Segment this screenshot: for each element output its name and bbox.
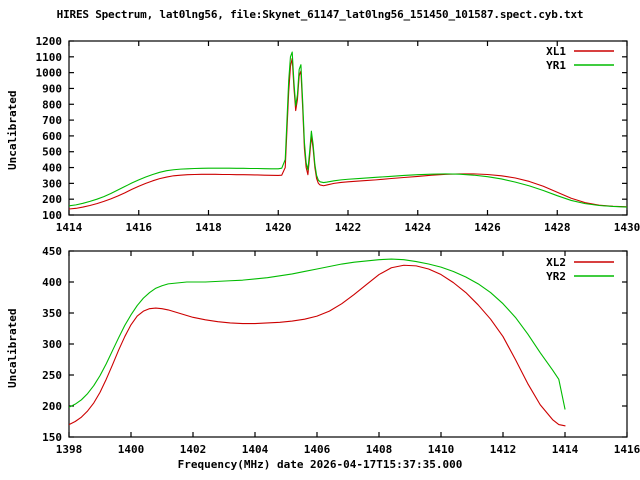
y-tick-label: 300	[42, 338, 62, 351]
y-tick-label: 400	[42, 162, 62, 175]
legend-label-yr2: YR2	[546, 270, 566, 283]
y-tick-label: 600	[42, 130, 62, 143]
series-line-yr1	[69, 51, 627, 208]
legend-label-xl1: XL1	[546, 45, 566, 58]
x-tick-label: 1424	[405, 221, 432, 234]
x-tick-label: 1422	[335, 221, 362, 234]
x-tick-label: 1430	[614, 221, 640, 234]
x-tick-label: 1404	[242, 443, 269, 456]
x-tick-label: 1400	[118, 443, 145, 456]
y-tick-label: 700	[42, 114, 62, 127]
x-tick-label: 1418	[195, 221, 222, 234]
y-tick-label: 450	[42, 245, 62, 258]
x-tick-label: 1426	[474, 221, 501, 234]
x-tick-label: 1414	[56, 221, 83, 234]
y-tick-label: 500	[42, 146, 62, 159]
x-tick-label: 1398	[56, 443, 83, 456]
x-tick-label: 1420	[265, 221, 292, 234]
legend-label-yr1: YR1	[546, 59, 566, 72]
y-tick-label: 250	[42, 369, 62, 382]
x-tick-label: 1428	[544, 221, 571, 234]
x-tick-label: 1414	[552, 443, 579, 456]
y-tick-label: 150	[42, 431, 62, 444]
y-tick-label: 200	[42, 193, 62, 206]
y-tick-label: 1100	[36, 51, 63, 64]
x-tick-label: 1416	[126, 221, 153, 234]
y-tick-label: 350	[42, 307, 62, 320]
y-tick-label: 300	[42, 177, 62, 190]
x-tick-label: 1408	[366, 443, 393, 456]
series-line-xl2	[69, 264, 566, 427]
legend-label-xl2: XL2	[546, 256, 566, 269]
page-title: HIRES Spectrum, lat0lng56, file:Skynet_6…	[56, 8, 584, 21]
x-tick-label: 1416	[614, 443, 640, 456]
x-tick-label: 1402	[180, 443, 207, 456]
series-line-yr2	[69, 258, 566, 410]
x-tick-label: 1406	[304, 443, 331, 456]
x-axis-label: Frequency(MHz) date 2026-04-17T15:37:35.…	[177, 458, 463, 471]
y-tick-label: 900	[42, 82, 62, 95]
y-tick-label: 200	[42, 400, 62, 413]
y-tick-label: 1000	[36, 67, 63, 80]
y-tick-label: 400	[42, 276, 62, 289]
y-tick-label: 100	[42, 209, 62, 222]
y-tick-label: 1200	[36, 35, 63, 48]
x-tick-label: 1412	[490, 443, 517, 456]
y-tick-label: 800	[42, 98, 62, 111]
x-tick-label: 1410	[428, 443, 455, 456]
